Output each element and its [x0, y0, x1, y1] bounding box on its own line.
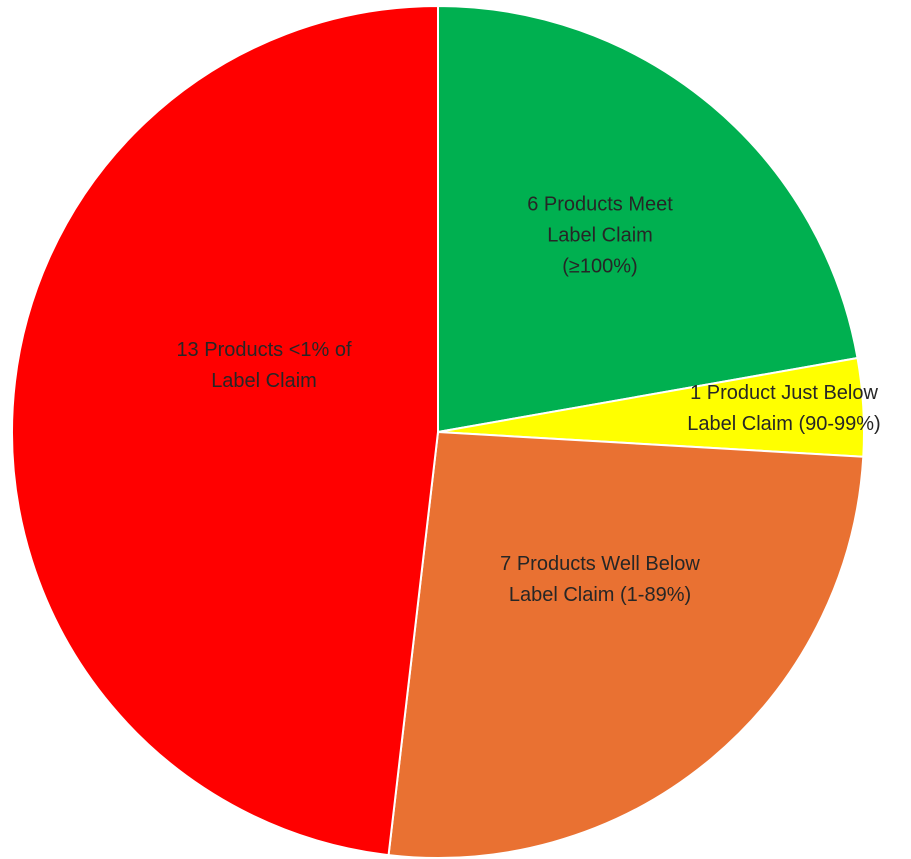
pie-slices — [10, 4, 865, 859]
pie-slice-label-0: 6 Products Meet Label Claim (≥100%) — [527, 193, 673, 277]
pie-slice-label-line: 7 Products Well Below — [500, 553, 700, 575]
pie-slice-3 — [10, 4, 439, 857]
pie-slice-label-line: 13 Products <1% of — [176, 339, 352, 361]
pie-slice-label-line: (≥100%) — [562, 255, 637, 277]
pie-slice-label-2: 7 Products Well Below Label Claim (1-89%) — [500, 553, 700, 606]
pie-slice-0 — [437, 4, 859, 434]
pie-slice-2 — [387, 430, 865, 859]
pie-slice-label-line: Label Claim (90-99%) — [687, 413, 880, 435]
pie-slice-label-line: Label Claim (1-89%) — [509, 584, 691, 606]
pie-slice-label-line: Label Claim — [211, 370, 317, 392]
pie-slice-label-line: 1 Product Just Below — [690, 382, 878, 404]
pie-slice-label-3: 13 Products <1% of Label Claim — [176, 339, 352, 392]
pie-slice-label-line: 6 Products Meet — [527, 193, 673, 215]
pie-slice-label-1: 1 Product Just Below Label Claim (90-99%) — [687, 382, 880, 435]
pie-slice-label-line: Label Claim — [547, 224, 653, 246]
pie-labels: 6 Products Meet Label Claim (≥100%) 1 Produ… — [176, 193, 880, 606]
